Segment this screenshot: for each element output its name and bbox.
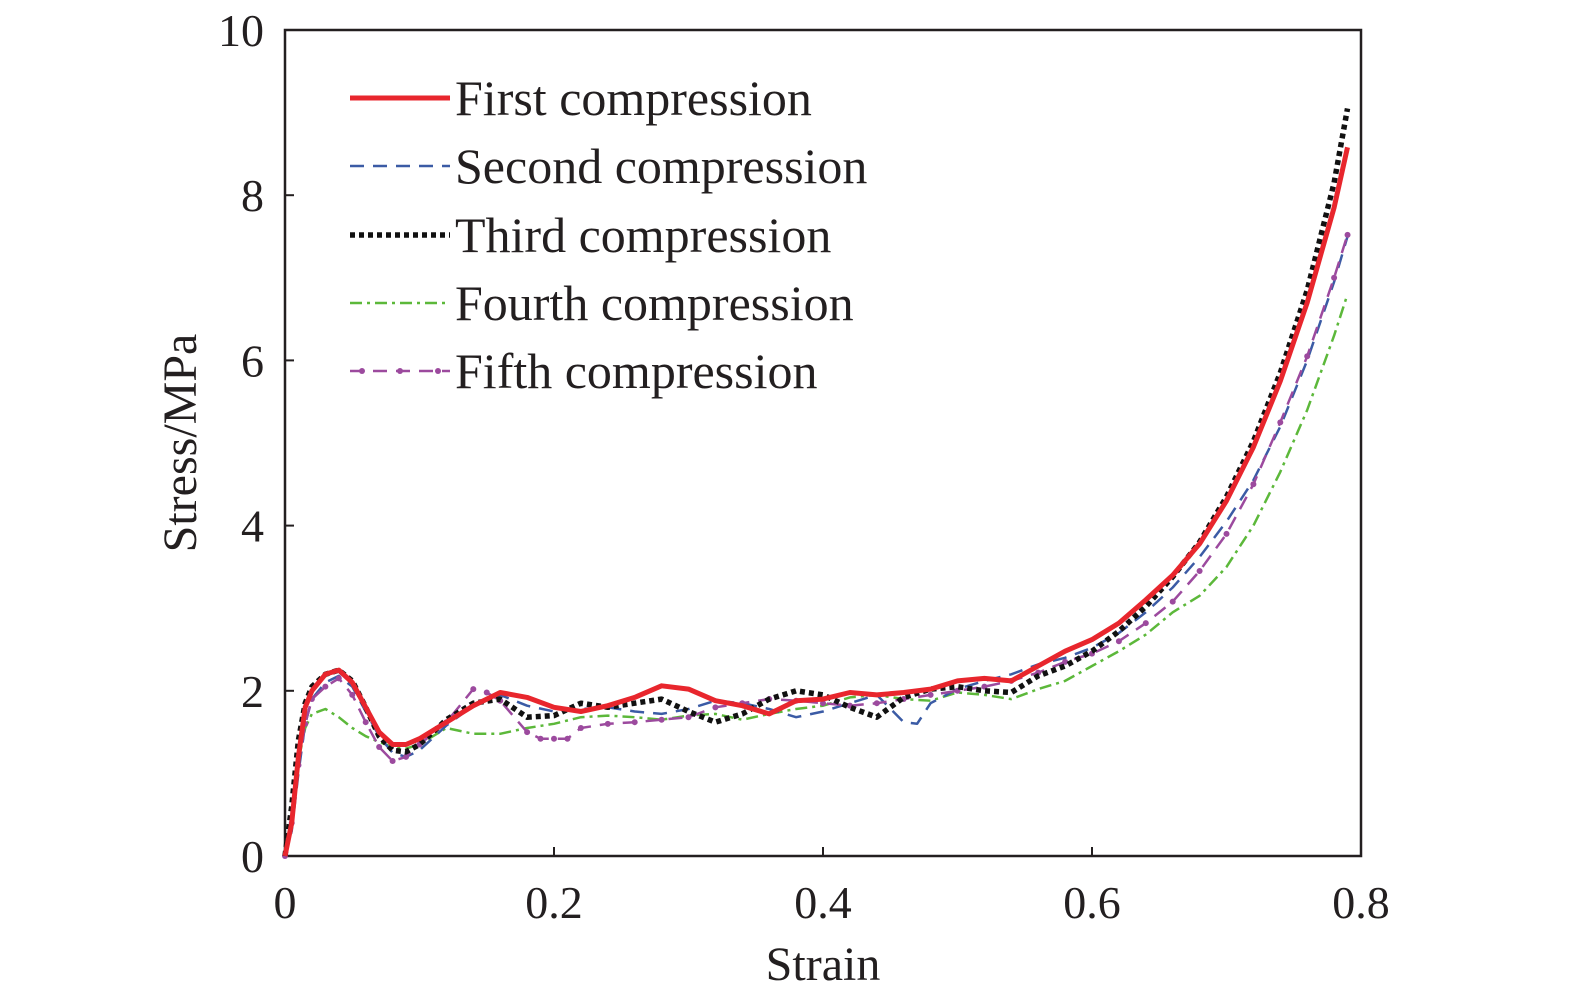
series-point bbox=[1196, 568, 1203, 575]
legend: First compression Second compression Third… bbox=[350, 70, 867, 399]
series-point bbox=[1250, 481, 1257, 488]
series-point bbox=[873, 700, 880, 707]
legend-label: Fourth compression bbox=[455, 275, 854, 331]
series-point bbox=[685, 714, 692, 721]
series-point bbox=[1304, 353, 1311, 360]
series-point bbox=[349, 691, 356, 698]
series-point bbox=[376, 743, 383, 750]
series-point bbox=[551, 735, 557, 742]
series-point bbox=[604, 720, 611, 727]
legend-item: First compression bbox=[350, 70, 812, 126]
series-point bbox=[524, 729, 531, 736]
series-point bbox=[470, 686, 477, 693]
series-first-compression bbox=[282, 146, 1350, 857]
series-point bbox=[577, 724, 584, 731]
ticks-layer: 0 0.2 0.4 0.6 0.8 0 2 4 6 8 10 bbox=[218, 5, 1390, 928]
series-point bbox=[537, 735, 544, 742]
series-point bbox=[1115, 638, 1122, 645]
legend-marker bbox=[359, 368, 365, 374]
series-line bbox=[282, 146, 1350, 857]
series-point bbox=[1331, 274, 1338, 281]
series-point bbox=[658, 716, 665, 723]
series-fifth-compression bbox=[282, 231, 1351, 859]
legend-item: Second compression bbox=[350, 138, 867, 194]
x-tick-label: 0.4 bbox=[794, 877, 852, 928]
series-point bbox=[1223, 530, 1230, 537]
x-tick-label: 0.6 bbox=[1063, 877, 1121, 928]
series-point bbox=[631, 719, 638, 726]
x-tick-label: 0.8 bbox=[1332, 877, 1390, 928]
series-layer bbox=[282, 108, 1351, 859]
series-point bbox=[712, 704, 719, 711]
series-point bbox=[322, 683, 329, 690]
series-point bbox=[389, 758, 396, 765]
legend-marker bbox=[397, 368, 403, 374]
legend-item: Third compression bbox=[350, 207, 831, 263]
legend-label: Fifth compression bbox=[455, 343, 817, 399]
y-axis-title: Stress/MPa bbox=[154, 334, 207, 553]
y-tick-label: 8 bbox=[241, 170, 264, 221]
series-point bbox=[483, 689, 490, 696]
y-tick-label: 6 bbox=[241, 335, 264, 386]
series-point bbox=[403, 753, 410, 760]
series-point bbox=[1344, 231, 1351, 238]
legend-item: Fourth compression bbox=[350, 275, 854, 331]
x-tick-label: 0 bbox=[274, 877, 297, 928]
legend-label: Second compression bbox=[455, 138, 867, 194]
x-tick-label: 0.2 bbox=[525, 877, 583, 928]
legend-marker bbox=[435, 368, 441, 374]
series-point bbox=[1169, 598, 1176, 605]
series-line bbox=[283, 234, 1349, 857]
legend-item: Fifth compression bbox=[350, 343, 817, 399]
series-point bbox=[362, 719, 369, 726]
legend-label: First compression bbox=[455, 70, 812, 126]
x-axis-title: Strain bbox=[766, 938, 881, 991]
legend-label: Third compression bbox=[455, 207, 831, 263]
y-tick-label: 0 bbox=[241, 831, 264, 882]
series-point bbox=[335, 675, 342, 682]
series-point bbox=[564, 735, 571, 742]
series-point bbox=[1142, 620, 1149, 627]
y-tick-label: 4 bbox=[241, 501, 264, 552]
y-tick-label: 2 bbox=[241, 666, 264, 717]
series-point bbox=[1062, 658, 1069, 665]
y-tick-label: 10 bbox=[218, 5, 264, 56]
series-point bbox=[1277, 419, 1284, 426]
series-point bbox=[927, 691, 934, 698]
